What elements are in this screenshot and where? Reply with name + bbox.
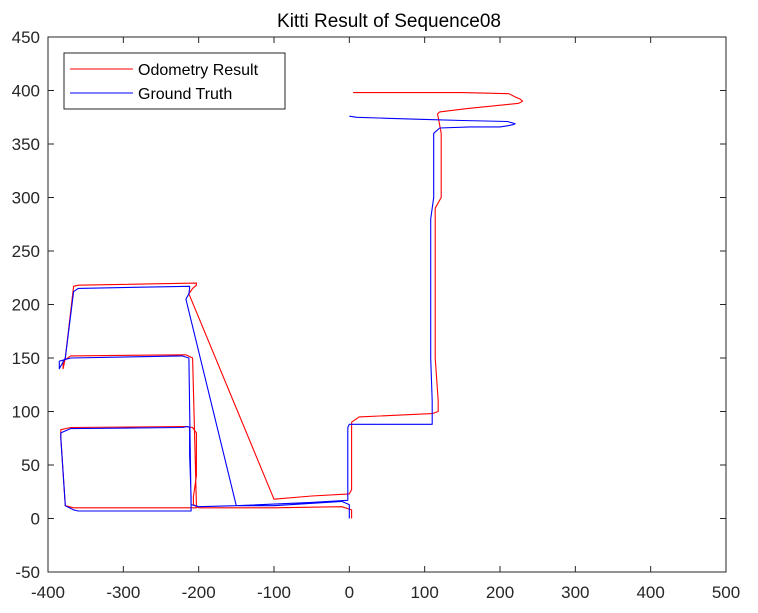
y-tick-label: 200 bbox=[12, 296, 40, 315]
x-tick-label: 500 bbox=[712, 583, 740, 602]
x-tick-label: -400 bbox=[31, 583, 65, 602]
x-tick-label: 100 bbox=[410, 583, 438, 602]
y-tick-label: 100 bbox=[12, 403, 40, 422]
x-tick-label: -200 bbox=[182, 583, 216, 602]
y-tick-label: 0 bbox=[31, 510, 40, 529]
y-tick-label: -50 bbox=[15, 563, 40, 582]
y-tick-label: 350 bbox=[12, 135, 40, 154]
x-tick-label: 0 bbox=[345, 583, 354, 602]
y-tick-label: 150 bbox=[12, 349, 40, 368]
x-tick-label: -300 bbox=[106, 583, 140, 602]
y-tick-label: 250 bbox=[12, 242, 40, 261]
series-line-odometry-result bbox=[60, 92, 524, 519]
legend-label-ground-truth: Ground Truth bbox=[138, 86, 232, 103]
y-tick-label: 450 bbox=[12, 28, 40, 47]
legend-label-odometry: Odometry Result bbox=[138, 62, 259, 79]
y-tick-label: 300 bbox=[12, 189, 40, 208]
legend-box bbox=[63, 52, 286, 110]
legend: Odometry Result Ground Truth bbox=[63, 52, 286, 110]
x-tick-label: -100 bbox=[257, 583, 291, 602]
x-tick-label: 300 bbox=[561, 583, 589, 602]
series-line-ground-truth bbox=[58, 115, 516, 519]
x-tick-label: 400 bbox=[636, 583, 664, 602]
x-tick-label: 200 bbox=[486, 583, 514, 602]
series-layer bbox=[58, 92, 524, 519]
y-tick-label: 50 bbox=[21, 456, 40, 475]
tick-layer: -400 -300 -200 -100 0 100 200 300 400 500 -50 0 50 10… bbox=[12, 28, 741, 602]
plot-area bbox=[48, 37, 726, 572]
y-tick-label: 400 bbox=[12, 82, 40, 101]
chart-title: Kitti Result of Sequence08 bbox=[277, 11, 501, 32]
